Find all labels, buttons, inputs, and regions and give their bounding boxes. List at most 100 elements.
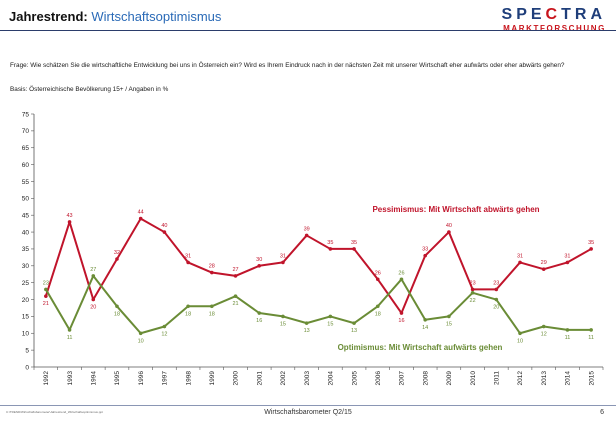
data-label: 15 xyxy=(446,321,452,327)
data-label: 15 xyxy=(327,321,333,327)
y-tick-label: 30 xyxy=(22,263,30,270)
data-point xyxy=(210,270,214,275)
data-point xyxy=(304,233,309,238)
data-point xyxy=(210,304,214,309)
series-label-pessimism: Pessimismus: Mit Wirtschaft abwärts gehe… xyxy=(372,205,539,214)
data-point xyxy=(233,274,238,278)
data-point xyxy=(518,331,522,336)
data-label: 30 xyxy=(256,257,262,263)
data-point xyxy=(447,314,451,319)
data-point xyxy=(399,311,404,315)
header-divider xyxy=(0,30,616,31)
data-label: 21 xyxy=(232,301,238,307)
title-bold: Jahrestrend: xyxy=(9,9,88,24)
data-label: 14 xyxy=(422,325,428,331)
x-tick-label: 1994 xyxy=(90,371,97,386)
data-label: 32 xyxy=(114,250,120,256)
data-point xyxy=(138,331,143,336)
x-tick-label: 2002 xyxy=(280,371,287,386)
data-point xyxy=(233,294,238,298)
y-tick-label: 5 xyxy=(25,347,29,354)
data-point xyxy=(91,297,96,302)
y-tick-label: 25 xyxy=(22,280,30,287)
series-label-optimism: Optimismus: Mit Wirtschaft aufwärts gehe… xyxy=(338,343,503,352)
data-point xyxy=(494,287,499,292)
data-label: 13 xyxy=(351,328,357,334)
data-point xyxy=(304,321,309,325)
data-point xyxy=(589,328,593,332)
data-label: 18 xyxy=(209,311,215,317)
data-label: 40 xyxy=(446,223,452,229)
data-point xyxy=(186,260,190,265)
data-label: 26 xyxy=(375,270,381,276)
data-label: 29 xyxy=(541,260,547,266)
data-point xyxy=(91,274,96,278)
footer-divider xyxy=(0,405,616,406)
data-label: 26 xyxy=(398,270,404,276)
data-point xyxy=(115,304,119,309)
data-point xyxy=(541,267,546,271)
question-text: Frage: Wie schätzen Sie die wirtschaftli… xyxy=(10,62,565,69)
series-line-optimism xyxy=(44,274,592,335)
y-tick-label: 40 xyxy=(22,229,30,236)
y-tick-label: 75 xyxy=(22,111,30,118)
data-label: 39 xyxy=(304,226,310,232)
data-label: 11 xyxy=(565,335,571,341)
x-tick-label: 2014 xyxy=(565,371,572,386)
series-line-pessimism xyxy=(44,217,592,315)
data-label: 40 xyxy=(161,223,167,229)
data-label: 35 xyxy=(351,240,357,246)
data-label: 10 xyxy=(517,338,523,344)
data-point xyxy=(470,287,475,292)
data-point xyxy=(44,287,48,292)
data-label: 13 xyxy=(304,328,310,334)
data-point xyxy=(470,290,475,295)
data-point xyxy=(352,247,356,251)
data-label: 22 xyxy=(470,298,476,304)
y-tick-label: 65 xyxy=(22,145,30,152)
data-label: 20 xyxy=(90,305,96,311)
y-tick-label: 50 xyxy=(22,196,30,203)
x-tick-label: 1997 xyxy=(162,371,169,386)
x-tick-label: 2006 xyxy=(375,371,382,386)
y-tick-label: 55 xyxy=(22,179,30,186)
data-label: 11 xyxy=(588,335,594,341)
x-tick-label: 1993 xyxy=(67,371,74,386)
footer-title: Wirtschaftsbarometer Q2/15 xyxy=(264,409,352,416)
data-label: 15 xyxy=(280,321,286,327)
x-tick-label: 2004 xyxy=(328,371,335,386)
data-point xyxy=(565,260,570,265)
x-tick-label: 1999 xyxy=(209,371,216,386)
x-tick-label: 1996 xyxy=(138,371,145,386)
x-tick-label: 2000 xyxy=(233,371,240,386)
logo-brand: SPECTRA xyxy=(501,6,606,23)
data-point xyxy=(423,317,427,322)
data-label: 31 xyxy=(280,253,286,259)
data-label: 16 xyxy=(398,318,404,324)
logo-subtitle: MARKTFORSCHUNG xyxy=(503,24,606,33)
data-point xyxy=(257,311,262,315)
data-label: 23 xyxy=(493,280,499,286)
x-tick-label: 2012 xyxy=(517,371,524,386)
y-tick-label: 70 xyxy=(22,128,30,135)
data-label: 35 xyxy=(588,240,594,246)
y-tick-label: 20 xyxy=(22,297,30,304)
data-label: 18 xyxy=(114,311,120,317)
y-tick-label: 45 xyxy=(22,213,30,220)
data-label: 44 xyxy=(138,210,144,216)
data-point xyxy=(115,257,119,261)
data-point xyxy=(257,264,262,268)
x-tick-label: 1995 xyxy=(114,371,121,386)
data-point xyxy=(447,230,451,234)
data-label: 31 xyxy=(517,253,523,259)
x-tick-label: 2010 xyxy=(470,371,477,386)
data-label: 27 xyxy=(232,267,238,273)
x-tick-label: 2008 xyxy=(422,371,429,386)
data-label: 10 xyxy=(138,338,144,344)
y-tick-label: 60 xyxy=(22,162,30,169)
x-tick-label: 2009 xyxy=(446,371,453,386)
data-label: 20 xyxy=(493,305,499,311)
data-label: 28 xyxy=(209,264,215,270)
data-point xyxy=(162,230,167,234)
